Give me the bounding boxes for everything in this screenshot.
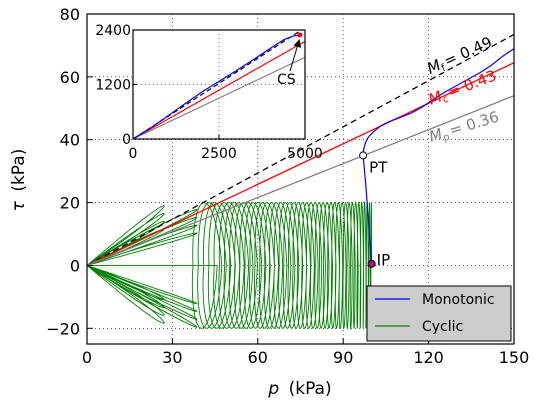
- inset-reference-line: [133, 56, 305, 139]
- x-tick-label: 150: [499, 348, 530, 367]
- cyclic-curve: [87, 200, 373, 330]
- y-tick-label: 80: [60, 5, 80, 24]
- x-axis-label: p (kPa): [267, 379, 331, 399]
- inset-monotonic-curve: [133, 34, 300, 139]
- legend: Monotonic Cyclic: [366, 285, 512, 342]
- y-axis-unit: (kPa): [9, 149, 29, 192]
- x-tick-label: 60: [248, 348, 268, 367]
- x-tick-label: 0: [82, 348, 92, 367]
- reference-line: [87, 95, 514, 267]
- y-tick-label: 20: [60, 194, 80, 213]
- x-axis-ticks: 0 30 60 90 120 150: [82, 338, 529, 367]
- inset-annotation-arrow: [289, 39, 302, 72]
- legend-label-cyclic: Cyclic: [422, 319, 463, 335]
- x-tick-label: 30: [162, 348, 182, 367]
- y-axis-label: τ (kPa): [9, 149, 29, 212]
- inset-y-ticks: 0 1200 2400: [95, 23, 137, 148]
- inset-y-tick-label: 0: [122, 132, 131, 148]
- inset-chart: 0 2500 5000 0 1200 2400 CS: [95, 23, 322, 162]
- inset-reference-line: [133, 40, 305, 139]
- y-axis-ticks: −20 0 20 40 60 80: [46, 5, 93, 338]
- main-plot-frame: [86, 13, 515, 345]
- x-tick-label: 120: [413, 348, 444, 367]
- monotonic-curve: [362, 48, 514, 264]
- inset-grid: [133, 30, 305, 139]
- inset-x-tick-label: 5000: [287, 146, 323, 162]
- cyclic-curve-group: [87, 200, 373, 330]
- y-tick-label: 60: [60, 68, 80, 87]
- monotonic-curve-group: [362, 48, 514, 264]
- x-axis-var: p: [267, 379, 279, 399]
- point-markers: PT IP: [359, 151, 390, 269]
- pt-label: PT: [369, 158, 388, 176]
- ip-label: IP: [377, 251, 390, 269]
- legend-box: [366, 285, 512, 342]
- y-axis-var: τ: [9, 200, 29, 211]
- ip-marker: [367, 259, 376, 268]
- inset-annotation-cs: CS: [277, 72, 296, 88]
- y-tick-label: 0: [70, 256, 80, 275]
- inset-curves: [133, 30, 305, 139]
- inset-x-tick-label: 2500: [201, 146, 237, 162]
- reference-line: [87, 62, 514, 267]
- y-tick-label: 40: [60, 131, 80, 150]
- pt-marker: [359, 151, 368, 160]
- inset-x-ticks: 0 2500 5000: [129, 135, 323, 162]
- x-axis-unit: (kPa): [289, 379, 332, 399]
- inset-x-tick-label: 0: [129, 146, 138, 162]
- x-tick-label: 90: [333, 348, 353, 367]
- y-tick-label: −20: [46, 319, 80, 338]
- inset-endpoint-marker: [297, 32, 303, 38]
- inset-y-tick-label: 2400: [95, 23, 131, 39]
- inset-y-tick-label: 1200: [95, 78, 131, 94]
- reference-line: [87, 33, 514, 267]
- legend-label-monotonic: Monotonic: [422, 292, 495, 308]
- reference-lines: [87, 33, 514, 267]
